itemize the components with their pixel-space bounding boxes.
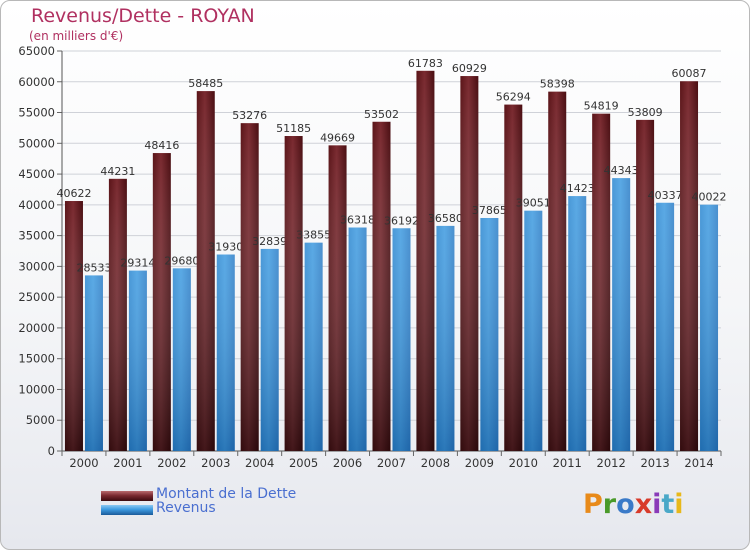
data-label-revenus: 29314	[120, 257, 155, 270]
data-label-dette: 49669	[320, 131, 355, 144]
x-tick-label: 2009	[465, 456, 494, 470]
proxiti-logo: Proxiti	[583, 489, 684, 520]
data-label-revenus: 29680	[164, 254, 199, 267]
bar-dette-shade	[108, 178, 127, 451]
data-label-dette: 44231	[100, 165, 135, 178]
data-label-revenus: 36318	[340, 214, 375, 227]
bar-revenus-shade	[480, 217, 499, 451]
bar-dette-shade	[284, 136, 303, 451]
data-label-dette: 53809	[628, 106, 663, 119]
bar-dette-shade	[504, 104, 523, 452]
y-tick-label: 10000	[18, 382, 55, 396]
chart-title: Revenus/Dette - ROYAN	[31, 5, 255, 27]
bar-revenus-shade	[392, 228, 411, 451]
data-label-dette: 54819	[584, 100, 619, 113]
bar-revenus-shade	[172, 268, 191, 451]
bar-revenus-shade	[348, 227, 367, 451]
bar-dette-shade	[372, 121, 391, 451]
legend-swatch-dette	[101, 491, 153, 501]
data-label-dette: 40622	[56, 187, 91, 200]
data-label-revenus: 41423	[560, 182, 595, 195]
x-tick-label: 2010	[509, 456, 538, 470]
bar-dette-shade	[64, 201, 83, 451]
data-label-revenus: 31930	[208, 241, 243, 254]
bar-dette-shade	[240, 123, 259, 451]
data-label-dette: 60087	[672, 67, 707, 80]
bar-dette-shade	[592, 113, 611, 451]
data-label-revenus: 28533	[76, 261, 111, 274]
bar-revenus-shade	[436, 225, 455, 451]
x-tick-label: 2005	[289, 456, 318, 470]
x-tick-label: 2013	[640, 456, 669, 470]
data-label-revenus: 33855	[296, 229, 331, 242]
x-tick-label: 2007	[377, 456, 406, 470]
x-tick-label: 2014	[684, 456, 713, 470]
bar-dette-shade	[328, 145, 347, 452]
bar-dette-shade	[416, 70, 435, 451]
data-label-revenus: 37865	[472, 204, 507, 217]
x-tick-label: 2003	[201, 456, 230, 470]
y-tick-label: 15000	[18, 352, 55, 366]
data-label-revenus: 36580	[428, 212, 463, 225]
bar-revenus-shade	[612, 178, 631, 451]
x-tick-label: 2011	[553, 456, 582, 470]
x-tick-label: 2012	[597, 456, 626, 470]
y-tick-label: 50000	[18, 136, 55, 150]
x-tick-label: 2002	[157, 456, 186, 470]
x-tick-label: 2000	[69, 456, 98, 470]
data-label-dette: 58485	[188, 77, 223, 90]
y-tick-label: 40000	[18, 198, 55, 212]
data-label-revenus: 40022	[692, 191, 727, 204]
data-label-dette: 56294	[496, 91, 531, 104]
bar-revenus-shade	[568, 196, 587, 451]
bar-dette-shade	[196, 91, 215, 451]
bar-revenus-shade	[304, 242, 323, 451]
data-label-revenus: 40337	[648, 189, 683, 202]
x-tick-label: 2008	[421, 456, 450, 470]
y-tick-label: 0	[48, 444, 55, 458]
bar-dette-shade	[680, 81, 699, 451]
chart-subtitle: (en milliers d'€)	[29, 29, 124, 43]
y-tick-label: 65000	[18, 44, 55, 58]
bar-revenus-shade	[700, 204, 719, 451]
bar-revenus-shade	[656, 202, 675, 451]
bar-revenus-shade	[260, 248, 279, 451]
data-label-revenus: 44343	[604, 164, 639, 177]
bar-dette-shade	[152, 153, 171, 451]
x-tick-label: 2006	[333, 456, 362, 470]
legend-label-revenus: Revenus	[156, 500, 216, 516]
bar-dette-shade	[460, 76, 479, 451]
data-label-dette: 51185	[276, 122, 311, 135]
y-tick-label: 20000	[18, 321, 55, 335]
data-label-dette: 53276	[232, 109, 267, 122]
bar-revenus-shade	[128, 270, 147, 451]
data-label-revenus: 36192	[384, 214, 419, 227]
y-tick-label: 45000	[18, 167, 55, 181]
y-tick-label: 55000	[18, 106, 55, 120]
bar-revenus-shade	[216, 254, 235, 451]
data-label-dette: 53502	[364, 108, 399, 121]
legend-swatch-revenus	[101, 505, 153, 515]
data-label-revenus: 32839	[252, 235, 287, 248]
bar-dette-shade	[636, 119, 655, 452]
y-tick-label: 60000	[18, 75, 55, 89]
legend-label-dette: Montant de la Dette	[156, 486, 297, 502]
data-label-dette: 48416	[144, 139, 179, 152]
y-tick-label: 25000	[18, 290, 55, 304]
bar-revenus-shade	[84, 275, 103, 451]
y-tick-label: 30000	[18, 259, 55, 273]
data-label-dette: 60929	[452, 62, 487, 75]
y-tick-label: 35000	[18, 229, 55, 243]
bar-revenus-shade	[524, 210, 543, 451]
x-tick-label: 2001	[113, 456, 142, 470]
bar-dette-shade	[548, 91, 567, 452]
data-label-dette: 61783	[408, 57, 443, 70]
data-label-dette: 58398	[540, 78, 575, 91]
x-tick-label: 2004	[245, 456, 274, 470]
y-tick-label: 5000	[26, 413, 55, 427]
data-label-revenus: 39051	[516, 197, 551, 210]
